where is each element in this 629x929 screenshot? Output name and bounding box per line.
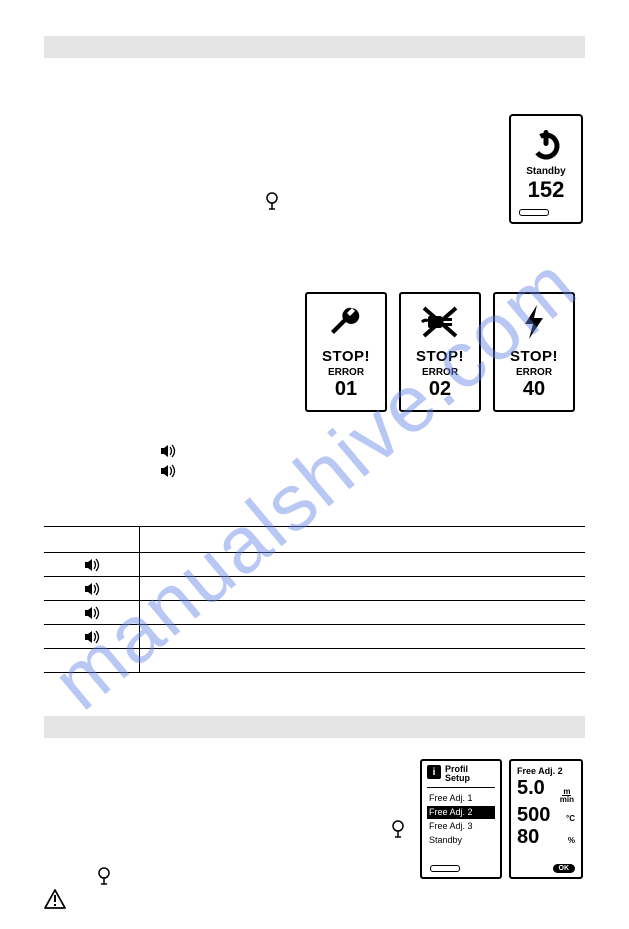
error-label: ERROR xyxy=(328,367,364,378)
unit-speed: mmin xyxy=(559,788,575,803)
error-panel-02: STOP! ERROR 02 xyxy=(399,292,481,412)
values-title: Free Adj. 2 xyxy=(517,766,575,776)
figure-ref-icon xyxy=(264,192,280,210)
value-speed: 5.0 xyxy=(517,778,545,798)
error-table xyxy=(44,526,585,673)
error-panels-row: STOP! ERROR 01 STOP! ERROR 02 STOP! ERRO… xyxy=(305,292,575,412)
value-row-speed: 5.0 mmin xyxy=(517,778,575,803)
speaker-icons-pair xyxy=(160,444,176,478)
speaker-icon xyxy=(84,582,100,596)
value-percent: 80 xyxy=(517,827,539,847)
error-panel-01: STOP! ERROR 01 xyxy=(305,292,387,412)
table-header-row xyxy=(44,527,585,553)
unit-percent: % xyxy=(568,837,575,844)
profile-header: i Profil Setup xyxy=(427,765,495,788)
info-icon: i xyxy=(427,765,441,779)
speaker-icon xyxy=(160,444,176,458)
table-cell-icon xyxy=(44,649,140,672)
power-icon xyxy=(528,126,564,162)
table-cell-icon xyxy=(44,625,140,648)
standby-label: Standby xyxy=(526,166,565,177)
speaker-icon xyxy=(84,606,100,620)
standby-value: 152 xyxy=(528,179,565,201)
error-code: 40 xyxy=(523,378,545,401)
figure-ref-icon xyxy=(390,820,406,838)
stop-title: STOP! xyxy=(416,348,464,365)
error-label: ERROR xyxy=(516,367,552,378)
table-cell-icon xyxy=(44,577,140,600)
table-row xyxy=(44,577,585,601)
warning-icon xyxy=(44,889,66,909)
section-divider-2 xyxy=(44,716,585,738)
ok-button[interactable]: OK xyxy=(553,864,576,873)
table-row xyxy=(44,553,585,577)
plug-crossed-icon xyxy=(418,302,462,342)
profile-setup-panel: i Profil Setup Free Adj. 1 Free Adj. 2 F… xyxy=(420,759,502,879)
error-label: ERROR xyxy=(422,367,458,378)
profile-item[interactable]: Standby xyxy=(427,833,495,847)
table-cell-icon xyxy=(44,553,140,576)
speaker-icon xyxy=(84,630,100,644)
section-divider-1 xyxy=(44,36,585,58)
value-row-temp: 500 °C xyxy=(517,805,575,825)
speaker-icon xyxy=(84,558,100,572)
table-header-col1 xyxy=(44,527,140,552)
unit-temp: °C xyxy=(566,815,575,822)
progress-indicator xyxy=(430,865,460,872)
stop-title: STOP! xyxy=(510,348,558,365)
figure-ref-icon xyxy=(96,867,112,885)
table-row xyxy=(44,601,585,625)
bolt-icon xyxy=(519,302,549,342)
table-cell-icon xyxy=(44,601,140,624)
wrench-icon xyxy=(326,302,366,342)
profile-item-selected[interactable]: Free Adj. 2 xyxy=(427,806,495,820)
error-code: 02 xyxy=(429,378,451,401)
stop-title: STOP! xyxy=(322,348,370,365)
profile-header-line2: Setup xyxy=(445,774,470,783)
error-panel-40: STOP! ERROR 40 xyxy=(493,292,575,412)
profile-item[interactable]: Free Adj. 1 xyxy=(427,792,495,806)
speaker-icon xyxy=(160,464,176,478)
error-code: 01 xyxy=(335,378,357,401)
profile-item[interactable]: Free Adj. 3 xyxy=(427,819,495,833)
values-panel: Free Adj. 2 5.0 mmin 500 °C 80 % OK xyxy=(509,759,583,879)
table-row xyxy=(44,625,585,649)
progress-indicator xyxy=(519,209,549,216)
table-row xyxy=(44,649,585,673)
standby-panel: Standby 152 xyxy=(509,114,583,224)
value-row-percent: 80 % xyxy=(517,827,575,847)
value-temp: 500 xyxy=(517,805,550,825)
